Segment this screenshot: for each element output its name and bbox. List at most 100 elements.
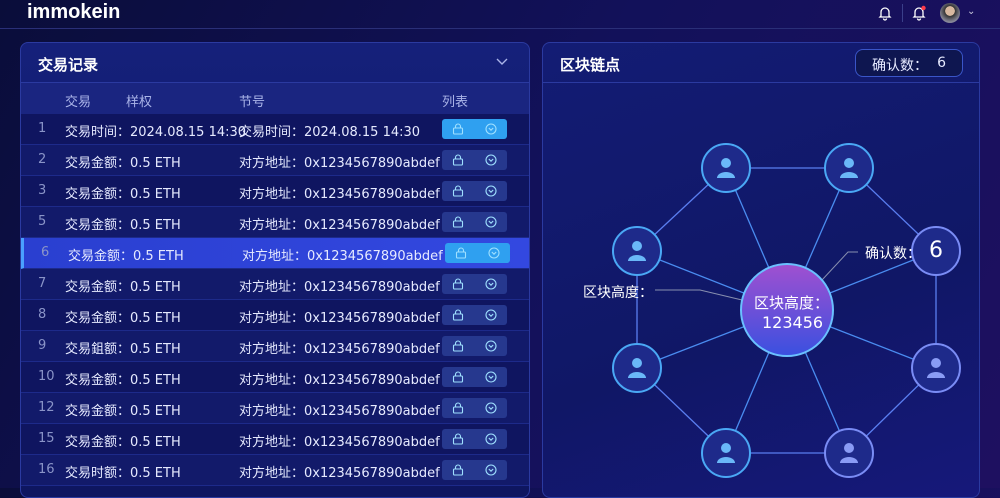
- lock-icon[interactable]: [452, 340, 464, 352]
- table-row[interactable]: 1 交易时间：2024.08.15 14:30 交易时间：2024.08.15 …: [21, 114, 529, 145]
- row-address: 对方地址：0x1234567890abdef: [239, 187, 440, 202]
- chevron-circle-icon[interactable]: [485, 216, 497, 228]
- row-address: 对方地址：0x1234567890abdef: [239, 466, 440, 481]
- row-detail: 交易鉏额：0.5 ETH: [65, 342, 181, 357]
- column-header: 样权: [126, 95, 153, 110]
- row-number: 9: [38, 338, 47, 353]
- row-address: 交易时间：2024.08.15 14:30: [239, 125, 421, 140]
- confirm-label: 确认数：: [872, 58, 928, 74]
- user-icon: [632, 358, 642, 368]
- lock-icon[interactable]: [452, 185, 464, 197]
- user-icon: [628, 255, 646, 261]
- blockchain-panel: 区块链点 确认数： 6: [542, 42, 980, 498]
- chevron-circle-icon[interactable]: [485, 278, 497, 290]
- chevron-circle-icon[interactable]: [485, 154, 497, 166]
- table-header: 交易 样权 节号 列表: [21, 83, 529, 114]
- chevron-circle-icon[interactable]: [485, 309, 497, 321]
- chevron-circle-icon[interactable]: [485, 123, 497, 135]
- table-row[interactable]: 2 交易金额：0.5 ETH 对方地址：0x1234567890abdef: [21, 145, 529, 176]
- row-number: 3: [38, 183, 47, 198]
- chevron-circle-icon[interactable]: [485, 371, 497, 383]
- lock-icon[interactable]: [452, 216, 464, 228]
- row-detail: 交易金额：0.5 ETH: [65, 218, 181, 233]
- table-row[interactable]: 7 交易金额：0.5 ETH 对方地址：0x1234567890abdef: [21, 269, 529, 300]
- row-number: 10: [38, 369, 55, 384]
- row-address: 对方地址：0x1234567890abdef: [239, 218, 440, 233]
- table-row[interactable]: 6 交易金额：0.5 ETH 对方地址：0x1234567890abdef: [21, 238, 529, 269]
- row-actions[interactable]: [442, 336, 507, 356]
- chevron-circle-icon[interactable]: [488, 247, 500, 259]
- lock-icon[interactable]: [455, 247, 467, 259]
- chevron-circle-icon[interactable]: [485, 433, 497, 445]
- chevron-down-icon[interactable]: ⌄: [967, 6, 976, 17]
- chevron-circle-icon[interactable]: [485, 464, 497, 476]
- row-detail: 交易金额：0.5 ETH: [65, 373, 181, 388]
- chevron-circle-icon[interactable]: [485, 402, 497, 414]
- confirm-node[interactable]: [911, 226, 961, 276]
- row-detail: 交易金额：0.5 ETH: [65, 280, 181, 295]
- chevron-circle-icon[interactable]: [485, 340, 497, 352]
- row-number: 7: [38, 276, 47, 291]
- transactions-panel: 交易记录 交易 样权 节号 列表 1 交易时间：2024.08.15 14:30…: [20, 42, 530, 498]
- table-row[interactable]: 5 交易金额：0.5 ETH 对方地址：0x1234567890abdef: [21, 207, 529, 238]
- row-address: 对方地址：0x1234567890abdef: [242, 249, 443, 264]
- user-icon: [840, 172, 858, 178]
- row-address: 对方地址：0x1234567890abdef: [239, 373, 440, 388]
- block-center-node[interactable]: [740, 263, 834, 357]
- row-actions[interactable]: [442, 150, 507, 170]
- table-row[interactable]: 12 交易金额：0.5 ETH 对方地址：0x1234567890abdef: [21, 393, 529, 424]
- row-detail: 交易金额：0.5 ETH: [65, 187, 181, 202]
- row-address: 对方地址：0x1234567890abdef: [239, 342, 440, 357]
- row-actions[interactable]: [442, 398, 507, 418]
- lock-icon[interactable]: [452, 464, 464, 476]
- divider: [902, 4, 903, 22]
- callout-line: [655, 289, 743, 301]
- block-height-callout: 区块高度：: [583, 285, 653, 301]
- lock-icon[interactable]: [452, 309, 464, 321]
- row-number: 1: [38, 121, 47, 136]
- bell-notification-icon[interactable]: [911, 5, 927, 21]
- callout-line: [821, 251, 858, 281]
- row-number: 6: [41, 245, 50, 260]
- chevron-circle-icon[interactable]: [485, 185, 497, 197]
- panel-title: 交易记录: [38, 56, 99, 74]
- lock-icon[interactable]: [452, 433, 464, 445]
- row-actions[interactable]: [442, 119, 507, 139]
- row-detail: 交易金额：0.5 ETH: [65, 311, 181, 326]
- node-network: [612, 143, 961, 478]
- row-actions[interactable]: [445, 243, 510, 263]
- lock-icon[interactable]: [452, 278, 464, 290]
- table-row[interactable]: 9 交易鉏额：0.5 ETH 对方地址：0x1234567890abdef: [21, 331, 529, 362]
- table-row[interactable]: 10 交易金额：0.5 ETH 对方地址：0x1234567890abdef: [21, 362, 529, 393]
- row-number: 16: [38, 462, 55, 477]
- table-row[interactable]: 3 交易金额：0.5 ETH 对方地址：0x1234567890abdef: [21, 176, 529, 207]
- center-value: 123456: [762, 313, 824, 332]
- user-icon: [840, 457, 858, 463]
- user-icon: [931, 358, 941, 368]
- avatar[interactable]: [940, 3, 960, 23]
- row-actions[interactable]: [442, 212, 507, 232]
- row-actions[interactable]: [442, 429, 507, 449]
- row-address: 对方地址：0x1234567890abdef: [239, 404, 440, 419]
- row-actions[interactable]: [442, 367, 507, 387]
- column-header: 节号: [239, 95, 266, 110]
- user-icon: [717, 172, 735, 178]
- lock-icon[interactable]: [452, 371, 464, 383]
- bell-icon[interactable]: [877, 5, 893, 21]
- user-icon: [927, 372, 945, 378]
- chevron-down-icon[interactable]: [495, 54, 509, 68]
- row-actions[interactable]: [442, 274, 507, 294]
- row-actions[interactable]: [442, 181, 507, 201]
- lock-icon[interactable]: [452, 402, 464, 414]
- lock-icon[interactable]: [452, 123, 464, 135]
- table-row[interactable]: 16 交易时额：0.5 ETH 对方地址：0x1234567890abdef: [21, 455, 529, 486]
- table-row[interactable]: 15 交易金额：0.5 ETH 对方地址：0x1234567890abdef: [21, 424, 529, 455]
- table-row[interactable]: 8 交易金额：0.5 ETH 对方地址：0x1234567890abdef: [21, 300, 529, 331]
- row-actions[interactable]: [442, 460, 507, 480]
- row-actions[interactable]: [442, 305, 507, 325]
- lock-icon[interactable]: [452, 154, 464, 166]
- center-label: 区块高度：: [754, 294, 830, 312]
- table-body: 1 交易时间：2024.08.15 14:30 交易时间：2024.08.15 …: [21, 114, 529, 486]
- row-number: 8: [38, 307, 47, 322]
- confirm-node-value: 6: [929, 238, 943, 263]
